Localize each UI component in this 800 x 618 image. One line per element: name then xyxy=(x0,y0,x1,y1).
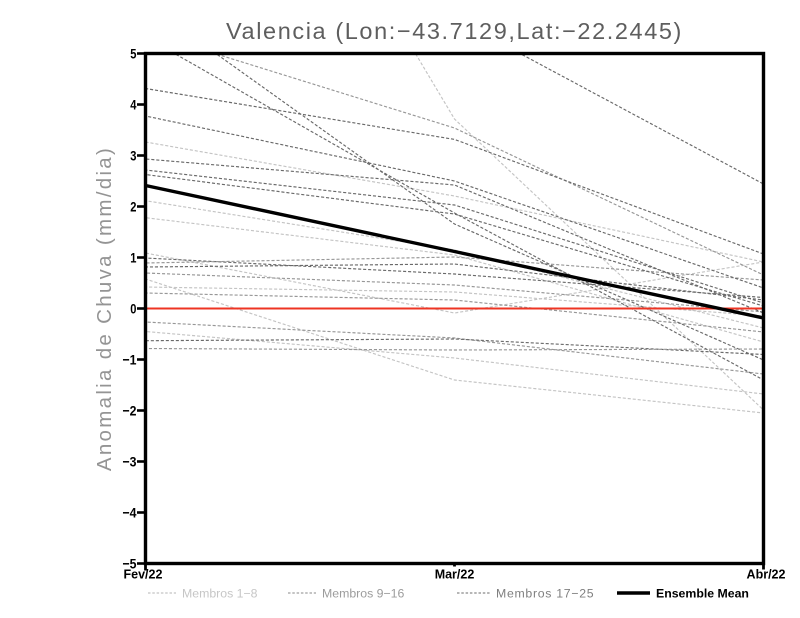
svg-text:−1: −1 xyxy=(123,352,137,368)
svg-text:4: 4 xyxy=(130,97,136,113)
svg-text:Mar/22: Mar/22 xyxy=(435,568,475,582)
svg-text:Abr/22: Abr/22 xyxy=(747,568,786,582)
svg-text:−5: −5 xyxy=(123,556,137,572)
svg-text:Membros 1−8: Membros 1−8 xyxy=(182,587,258,601)
svg-text:2: 2 xyxy=(130,199,136,215)
svg-text:Fev/22: Fev/22 xyxy=(124,568,163,582)
svg-text:−2: −2 xyxy=(123,403,137,419)
svg-text:0: 0 xyxy=(130,301,136,317)
svg-text:−3: −3 xyxy=(123,454,137,470)
svg-text:1: 1 xyxy=(130,250,136,266)
svg-text:Valencia (Lon:−43.7129,Lat:−22: Valencia (Lon:−43.7129,Lat:−22.2445) xyxy=(226,18,683,44)
svg-text:3: 3 xyxy=(130,148,136,164)
svg-text:Ensemble Mean: Ensemble Mean xyxy=(656,587,749,601)
svg-text:Membros 17−25: Membros 17−25 xyxy=(496,587,594,601)
svg-text:Membros 9−16: Membros 9−16 xyxy=(322,587,405,601)
svg-text:5: 5 xyxy=(130,46,136,62)
svg-text:Anomalia de Chuva (mm/dia): Anomalia de Chuva (mm/dia) xyxy=(93,146,116,471)
svg-text:−4: −4 xyxy=(123,505,137,521)
